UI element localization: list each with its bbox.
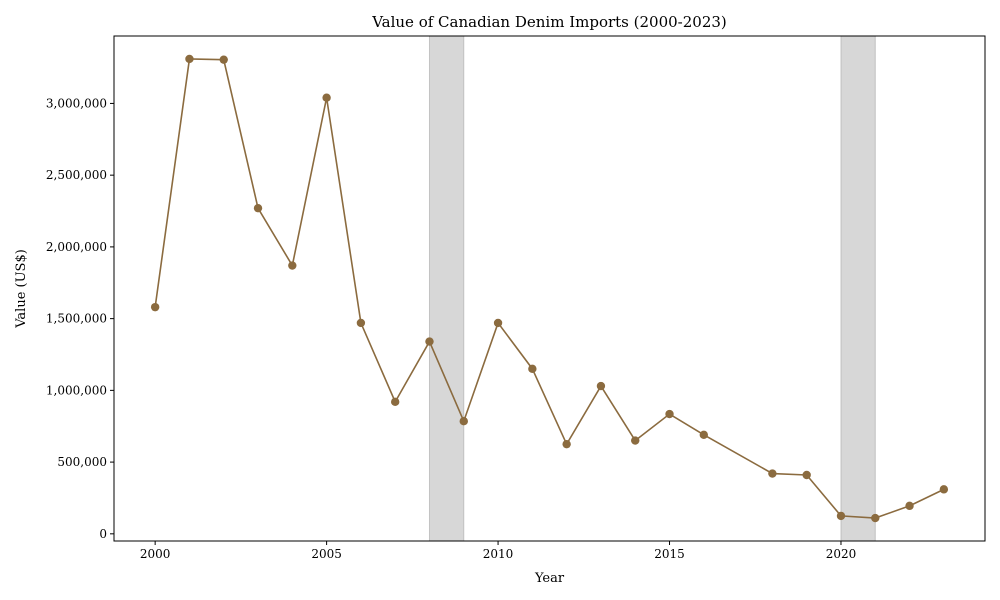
data-point-2011 bbox=[528, 364, 537, 374]
data-point-2020 bbox=[836, 511, 846, 521]
y-tick-label: 2,500,000 bbox=[46, 168, 107, 182]
shaded-range-1 bbox=[840, 35, 876, 542]
data-point-2006 bbox=[356, 318, 366, 328]
series-line bbox=[154, 58, 945, 519]
chart-title: Value of Canadian Denim Imports (2000-20… bbox=[371, 13, 727, 31]
data-point-2002 bbox=[219, 55, 228, 64]
x-tick-label: 2020 bbox=[826, 547, 857, 561]
shaded-range-0 bbox=[428, 35, 465, 542]
y-tick-label: 3,000,000 bbox=[46, 96, 107, 110]
data-point-2003 bbox=[253, 203, 263, 213]
data-point-2005 bbox=[322, 93, 331, 102]
plot-frame bbox=[113, 35, 986, 542]
x-tick-label: 2005 bbox=[311, 547, 342, 561]
data-point-2022 bbox=[905, 501, 914, 511]
data-point-2007 bbox=[390, 397, 400, 407]
data-point-2008 bbox=[425, 337, 434, 346]
y-axis-label: Value (US$) bbox=[14, 249, 29, 329]
data-point-2001 bbox=[185, 54, 194, 64]
data-point-2023 bbox=[939, 485, 949, 494]
data-point-2019 bbox=[802, 470, 811, 480]
y-tick-label: 2,000,000 bbox=[46, 240, 107, 254]
x-tick-label: 2000 bbox=[140, 547, 171, 561]
x-tick-label: 2010 bbox=[483, 547, 514, 561]
series-layer bbox=[150, 54, 949, 523]
y-tick-label: 500,000 bbox=[57, 455, 107, 469]
y-tick-label: 1,500,000 bbox=[46, 312, 107, 326]
data-point-2018 bbox=[768, 469, 777, 478]
data-point-2016 bbox=[699, 430, 709, 440]
data-point-2000 bbox=[150, 302, 160, 312]
shaded-regions bbox=[428, 35, 876, 542]
y-tick-label: 0 bbox=[99, 527, 107, 541]
data-point-2012 bbox=[562, 439, 571, 449]
data-point-2021 bbox=[871, 513, 880, 523]
data-point-2014 bbox=[631, 436, 640, 445]
y-axis-ticks: 0 500,000 1,000,000 1,500,000 2,000,000 2,500… bbox=[46, 96, 114, 541]
data-point-2015 bbox=[665, 409, 674, 419]
data-point-2013 bbox=[596, 381, 606, 391]
x-axis-ticks: 2000 2005 2010 2015 2020 bbox=[140, 541, 856, 561]
data-point-2004 bbox=[288, 261, 297, 270]
x-tick-label: 2015 bbox=[654, 547, 685, 561]
y-tick-label: 1,000,000 bbox=[46, 383, 107, 397]
x-axis-label: Year bbox=[534, 571, 565, 586]
data-point-2010 bbox=[493, 318, 503, 328]
data-point-2009 bbox=[459, 417, 468, 426]
